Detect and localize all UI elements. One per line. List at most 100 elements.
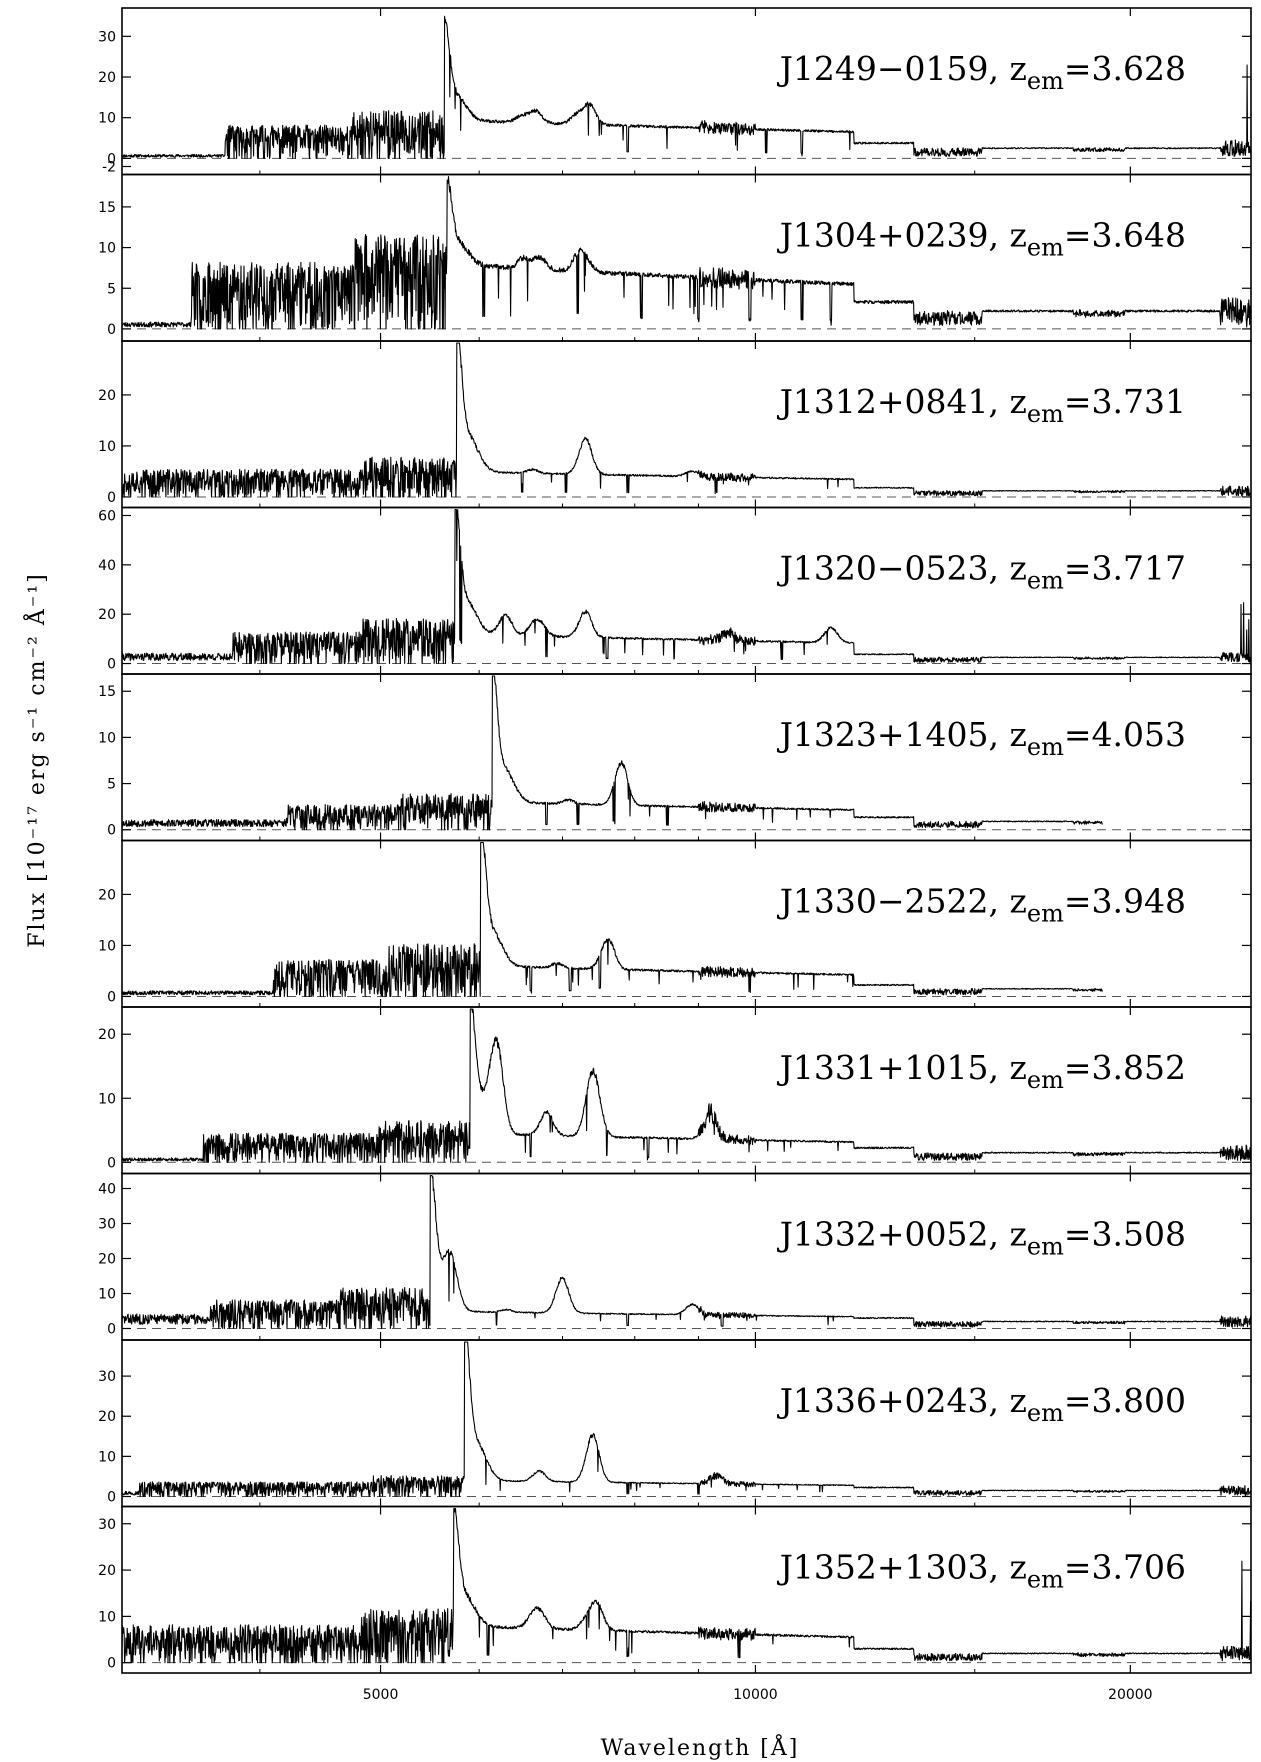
x-tick-label: 10000 [733,1687,778,1703]
redshift-symbol: z [1010,715,1027,754]
panel-frame [121,1172,1252,1341]
spectrum-line [121,175,1252,330]
redshift-subscript: em [1027,234,1064,262]
y-tick-label: 0 [107,1656,116,1672]
object-label: J1320−0523, zem=3.717 [777,549,1186,595]
y-tick-label: 10 [98,439,116,455]
y-tick-label: 10 [98,730,116,746]
spectrum-line [121,1008,1252,1163]
spectrum-line [121,342,1252,498]
y-axis-title: Flux [10⁻¹⁷ erg s⁻¹ cm⁻² Å⁻¹] [22,572,50,948]
redshift-value: =3.628 [1064,49,1186,88]
redshift-value: =3.852 [1064,1048,1186,1087]
object-label: J1352+1303, zem=3.706 [777,1548,1186,1594]
y-tick-label: 10 [98,241,116,257]
y-tick-label: 0 [107,823,116,839]
spectrum-line [121,15,1252,159]
spectrum-panel: 0 20 40 60 J1320−0523, zem=3.717 [98,506,1252,675]
object-label: J1331+1015, zem=3.852 [777,1048,1186,1094]
object-label: J1336+0243, zem=3.800 [777,1381,1186,1427]
object-name: J1352+1303, [777,1548,1010,1587]
redshift-symbol: z [1010,1548,1027,1587]
y-tick-label: 0 [107,657,116,673]
redshift-value: =3.948 [1064,882,1186,921]
object-name: J1320−0523, [777,549,1010,588]
y-tick-label: 10 [98,1091,116,1107]
y-tick-label: 0 [107,1155,116,1171]
spectrum-panel: 0 10 20 J1330−2522, zem=3.948 [98,839,1252,1008]
spectrum-line [121,841,1103,997]
y-tick-label: 60 [98,509,116,525]
y-tick-label: 0 [107,1322,116,1338]
object-name: J1304+0239, [777,216,1010,255]
object-name: J1332+0052, [777,1215,1010,1254]
y-tick-label: 0 [107,151,116,167]
y-tick-label: 20 [98,887,116,903]
object-name: J1331+1015, [777,1048,1010,1087]
y-tick-label: 20 [98,1027,116,1043]
spectrum-panel: 0 10 20 J1312+0841, zem=3.731 [98,340,1252,509]
y-tick-label: 15 [98,200,116,216]
redshift-subscript: em [1027,1233,1064,1261]
redshift-subscript: em [1027,1399,1064,1427]
redshift-subscript: em [1027,67,1064,95]
spectrum-panel: 0 10 20 J1331+1015, zem=3.852 [98,1006,1252,1175]
spectrum-panel: 0 10 20 30 40 J1332+0052, zem=3.508 [98,1172,1252,1341]
object-name: J1323+1405, [777,715,1010,754]
y-tick-label: 20 [98,1409,116,1425]
redshift-symbol: z [1010,216,1027,255]
spectrum-panel: 0 10 20 30 J1352+1303, zem=3.706 [98,1505,1252,1674]
y-tick-label: 0 [107,490,116,506]
y-tick-label: 20 [98,70,116,86]
redshift-symbol: z [1010,549,1027,588]
redshift-symbol: z [1010,1048,1027,1087]
redshift-value: =3.648 [1064,216,1186,255]
redshift-subscript: em [1027,567,1064,595]
redshift-symbol: z [1010,882,1027,921]
y-tick-label: 20 [98,388,116,404]
redshift-symbol: z [1010,1381,1027,1420]
panel-frame [121,1339,1252,1508]
redshift-subscript: em [1027,733,1064,761]
redshift-subscript: em [1027,900,1064,928]
redshift-symbol: z [1010,1215,1027,1254]
x-axis-title: Wavelength [Å] [601,1733,800,1761]
spectrum-panel: 0 10 20 30 J1336+0243, zem=3.800 [98,1339,1252,1508]
x-tick-label: 20000 [1108,1687,1153,1703]
spectrum-line [121,508,1252,665]
panel-frame [121,1505,1252,1674]
redshift-value: =3.800 [1064,1381,1186,1420]
y-tick-label: 0 [107,1489,116,1505]
y-tick-label: 10 [98,938,116,954]
object-label: J1323+1405, zem=4.053 [777,715,1186,761]
object-name: J1312+0841, [777,382,1010,421]
object-name: J1336+0243, [777,1381,1010,1420]
object-label: J1249−0159, zem=3.628 [777,49,1186,95]
y-tick-label: 40 [98,558,116,574]
object-name: J1249−0159, [777,49,1010,88]
object-label: J1304+0239, zem=3.648 [777,216,1186,262]
y-tick-label: 15 [98,684,116,700]
y-tick-label: 10 [98,1449,116,1465]
spectrum-line [121,1341,1252,1498]
spectrum-line [121,675,1103,831]
redshift-value: =3.706 [1064,1548,1186,1587]
x-tick-label: 5000 [363,1687,399,1703]
spectrum-line [121,1507,1252,1664]
object-label: J1312+0841, zem=3.731 [777,382,1186,428]
object-name: J1330−2522, [777,882,1010,921]
spectrum-panel: 0 5 10 15 J1323+1405, zem=4.053 [98,673,1252,842]
object-label: J1332+0052, zem=3.508 [777,1215,1186,1261]
redshift-value: =3.508 [1064,1215,1186,1254]
redshift-subscript: em [1027,400,1064,428]
x-axis: 5000 10000 20000 [363,1687,1153,1703]
y-tick-label: 30 [98,1517,116,1533]
panel-frame [121,673,1252,842]
panel-frame [121,173,1252,342]
y-tick-label: 20 [98,607,116,623]
y-tick-label: 5 [107,777,116,793]
y-tick-label: -2 [102,160,116,176]
y-tick-label: 30 [98,29,116,45]
